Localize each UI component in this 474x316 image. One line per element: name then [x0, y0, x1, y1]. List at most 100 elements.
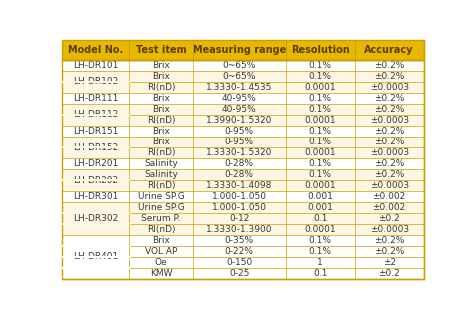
Text: Measuring range: Measuring range — [192, 45, 286, 55]
Text: ±0.2%: ±0.2% — [374, 170, 404, 179]
Text: 0.1%: 0.1% — [309, 94, 332, 103]
Bar — [62, 191, 129, 202]
Text: 0.1: 0.1 — [313, 269, 328, 278]
Text: 1.3330-1.4535: 1.3330-1.4535 — [206, 83, 273, 92]
Text: 0.1%: 0.1% — [309, 236, 332, 245]
Text: 0~65%: 0~65% — [223, 61, 256, 70]
Bar — [62, 137, 424, 148]
Bar — [62, 40, 424, 60]
Text: LH-DR301: LH-DR301 — [73, 192, 118, 201]
Text: 0-95%: 0-95% — [225, 137, 254, 147]
Text: 0.1%: 0.1% — [309, 137, 332, 147]
Bar — [62, 125, 424, 137]
Text: 0-22%: 0-22% — [225, 247, 254, 256]
Bar — [62, 104, 129, 125]
Text: Salinity: Salinity — [144, 159, 178, 168]
Text: LH-DR152: LH-DR152 — [73, 143, 118, 152]
Bar — [62, 169, 424, 180]
Bar — [62, 60, 424, 279]
Text: KMW: KMW — [150, 269, 173, 278]
Bar — [62, 224, 424, 235]
Text: VOL AP: VOL AP — [145, 247, 177, 256]
Text: Serum P.: Serum P. — [142, 214, 181, 223]
Text: 0-12: 0-12 — [229, 214, 249, 223]
Text: ±0.002: ±0.002 — [373, 203, 406, 212]
Bar — [62, 268, 424, 279]
Text: Brix: Brix — [152, 72, 170, 81]
Bar — [62, 40, 424, 60]
Bar — [62, 137, 129, 158]
Text: RI(nD): RI(nD) — [147, 149, 175, 157]
Text: Brix: Brix — [152, 126, 170, 136]
Text: Brix: Brix — [152, 61, 170, 70]
Text: ±0.0003: ±0.0003 — [370, 83, 409, 92]
Bar — [62, 180, 424, 191]
Text: ±0.2%: ±0.2% — [374, 105, 404, 114]
Text: Resolution: Resolution — [291, 45, 349, 55]
Text: Brix: Brix — [152, 137, 170, 147]
Text: ±2: ±2 — [383, 258, 396, 267]
Text: LH-DR111: LH-DR111 — [73, 94, 118, 103]
Text: RI(nD): RI(nD) — [147, 181, 175, 190]
Text: ±0.2%: ±0.2% — [374, 247, 404, 256]
Text: Brix: Brix — [152, 236, 170, 245]
Text: LH-DR202: LH-DR202 — [73, 176, 118, 185]
Text: LH-DR151: LH-DR151 — [73, 126, 118, 136]
Text: Brix: Brix — [152, 94, 170, 103]
Text: Urine SP.G: Urine SP.G — [138, 192, 184, 201]
Bar — [62, 169, 129, 191]
Bar — [62, 158, 129, 169]
Text: ±0.2%: ±0.2% — [374, 236, 404, 245]
Text: ±0.0003: ±0.0003 — [370, 116, 409, 125]
Text: Accuracy: Accuracy — [365, 45, 414, 55]
Text: 40-95%: 40-95% — [222, 105, 256, 114]
Bar — [62, 202, 424, 213]
Text: 0.1%: 0.1% — [309, 159, 332, 168]
Text: 0.1%: 0.1% — [309, 126, 332, 136]
Text: 0.001: 0.001 — [307, 203, 333, 212]
Text: 1.3330-1.5320: 1.3330-1.5320 — [206, 149, 273, 157]
Text: Test item: Test item — [136, 45, 186, 55]
Text: 0.1%: 0.1% — [309, 105, 332, 114]
Text: Urine SP.G: Urine SP.G — [138, 203, 184, 212]
Text: LH-DR101: LH-DR101 — [73, 61, 118, 70]
Text: 1.000-1.050: 1.000-1.050 — [212, 203, 267, 212]
Text: 0.0001: 0.0001 — [304, 116, 336, 125]
Text: Salinity: Salinity — [144, 170, 178, 179]
Bar — [62, 125, 129, 137]
Text: ±0.2%: ±0.2% — [374, 126, 404, 136]
Text: 0-28%: 0-28% — [225, 170, 254, 179]
Bar — [62, 93, 424, 104]
Text: RI(nD): RI(nD) — [147, 225, 175, 234]
Bar — [62, 257, 424, 268]
Text: 0.001: 0.001 — [307, 192, 333, 201]
Text: ±0.2%: ±0.2% — [374, 159, 404, 168]
Text: LH-DR201: LH-DR201 — [73, 159, 118, 168]
Bar — [62, 158, 424, 169]
Text: LH-DR302: LH-DR302 — [73, 214, 118, 223]
Bar — [62, 202, 129, 235]
Text: ±0.2%: ±0.2% — [374, 61, 404, 70]
Text: LH-DR401: LH-DR401 — [73, 252, 118, 261]
Bar — [62, 93, 129, 104]
Bar — [62, 246, 424, 257]
Text: ±0.002: ±0.002 — [373, 192, 406, 201]
Text: ±0.0003: ±0.0003 — [370, 181, 409, 190]
Text: 1.3990-1.5320: 1.3990-1.5320 — [206, 116, 273, 125]
Bar — [62, 60, 129, 71]
Text: Model No.: Model No. — [68, 45, 123, 55]
Text: ±0.2: ±0.2 — [378, 214, 400, 223]
Text: 0.1%: 0.1% — [309, 247, 332, 256]
Bar — [62, 191, 424, 202]
Bar — [62, 71, 424, 82]
Bar — [62, 82, 424, 93]
Text: 0.1%: 0.1% — [309, 61, 332, 70]
Text: 1.3330-1.3900: 1.3330-1.3900 — [206, 225, 273, 234]
Text: RI(nD): RI(nD) — [147, 116, 175, 125]
Text: ±0.2%: ±0.2% — [374, 72, 404, 81]
Text: 0.0001: 0.0001 — [304, 225, 336, 234]
Text: ±0.0003: ±0.0003 — [370, 149, 409, 157]
Text: 0-95%: 0-95% — [225, 126, 254, 136]
Text: 1.3330-1.4098: 1.3330-1.4098 — [206, 181, 273, 190]
Text: 0-35%: 0-35% — [225, 236, 254, 245]
